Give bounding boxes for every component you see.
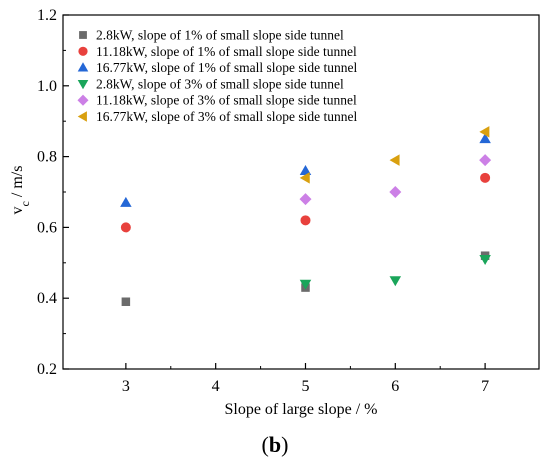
- y-tick-label: 0.4: [37, 290, 57, 307]
- legend-entry: 11.18kW, slope of 3% of small slope side…: [96, 93, 357, 108]
- x-tick-label: 5: [301, 378, 309, 395]
- y-tick-label: 0.8: [37, 149, 57, 166]
- figure-caption: (b): [0, 432, 550, 458]
- data-point: [389, 276, 402, 287]
- legend-marker: [77, 94, 89, 106]
- data-point: [120, 222, 131, 233]
- data-points: [120, 126, 492, 306]
- x-tick-label: 7: [481, 378, 489, 395]
- data-point: [300, 215, 311, 226]
- y-axis-title-base: v: [9, 206, 26, 214]
- legend-marker: [78, 46, 88, 56]
- y-axis-title-rest: / m/s: [9, 166, 26, 202]
- caption-letter: b: [268, 432, 282, 457]
- legend-entry: 2.8kW, slope of 3% of small slope side t…: [96, 76, 344, 91]
- data-point: [479, 255, 491, 266]
- data-point: [121, 297, 131, 306]
- data-point: [299, 193, 312, 206]
- x-tick-label: 3: [122, 378, 130, 395]
- legend-marker: [77, 111, 87, 122]
- legend-entry: 2.8kW, slope of 1% of small slope side t…: [96, 28, 344, 43]
- data-point: [479, 126, 490, 138]
- legend-marker: [77, 62, 89, 72]
- y-tick-label: 0.6: [37, 219, 57, 236]
- legend-entry: 11.18kW, slope of 1% of small slope side…: [96, 44, 357, 59]
- legend: 2.8kW, slope of 1% of small slope side t…: [77, 28, 357, 124]
- data-point: [480, 172, 491, 183]
- legend-marker: [77, 79, 89, 90]
- x-axis-title: Slope of large slope / %: [224, 401, 377, 418]
- caption-open: (: [261, 432, 269, 457]
- legend-entry: 16.77kW, slope of 1% of small slope side…: [96, 60, 357, 75]
- x-tick-label: 6: [391, 378, 399, 395]
- data-point: [389, 186, 402, 198]
- data-point: [299, 279, 312, 290]
- y-tick-label: 1.2: [37, 7, 57, 24]
- y-tick-label: 1.0: [37, 78, 57, 95]
- data-point: [299, 165, 312, 176]
- data-point: [389, 154, 400, 166]
- axes: 3 4 5 6 7 0.2 0.4 0.6 0.8 1.0 1.2: [37, 7, 540, 395]
- y-axis-title-sub: c: [18, 201, 32, 206]
- y-tick-label: 0.2: [37, 361, 57, 378]
- data-point: [120, 196, 132, 207]
- x-tick-label: 4: [212, 378, 220, 395]
- legend-marker: [79, 31, 87, 39]
- data-point: [479, 154, 492, 167]
- data-point: [299, 172, 310, 184]
- data-point: [479, 133, 491, 144]
- y-axis-title: vc / m/s: [9, 166, 32, 215]
- legend-entry: 16.77kW, slope of 3% of small slope side…: [96, 109, 357, 124]
- caption-close: ): [281, 432, 289, 457]
